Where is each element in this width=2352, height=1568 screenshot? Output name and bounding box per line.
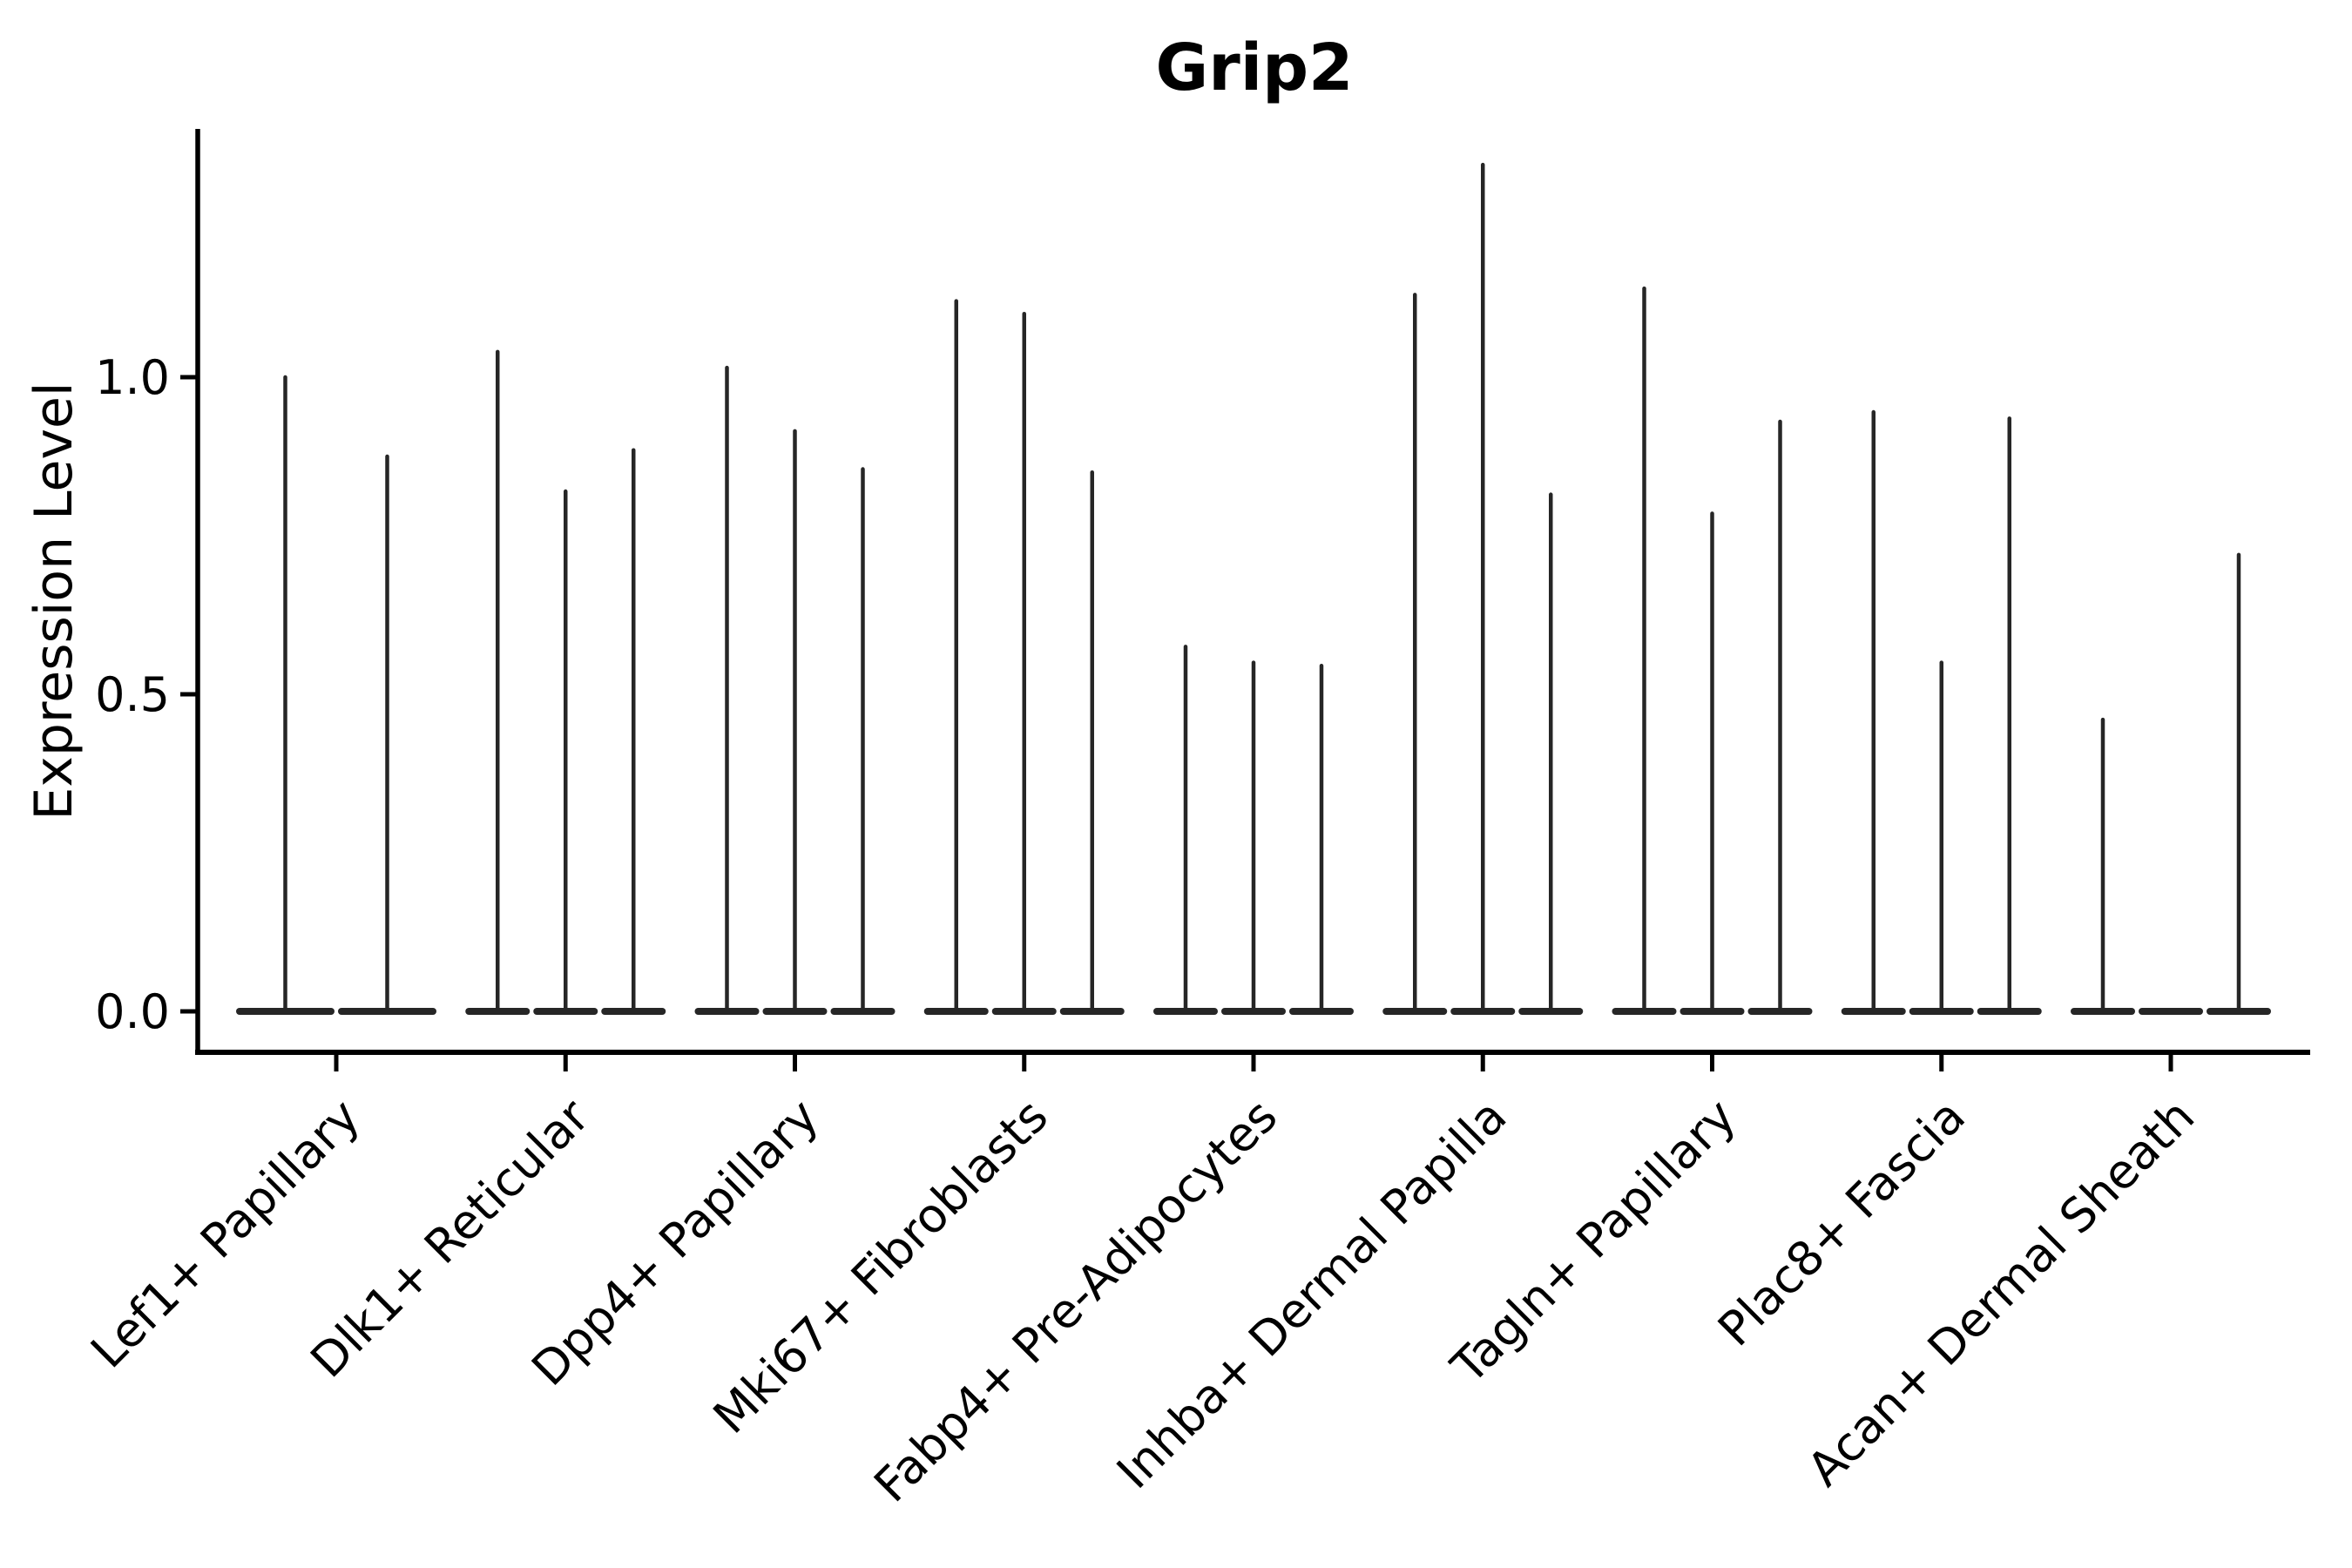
violin-body — [1977, 1008, 2042, 1015]
y-tick-label: 0.0 — [95, 984, 170, 1039]
y-tick-label: 0.5 — [95, 667, 170, 722]
violin-body — [465, 1008, 531, 1015]
violin-body — [991, 1008, 1057, 1015]
x-tick-label: Fabp4+ Pre-Adipocytes — [863, 1089, 1288, 1513]
y-tick-label: 1.0 — [95, 350, 170, 405]
violin-body — [2139, 1008, 2203, 1015]
violin-body — [1909, 1008, 1974, 1015]
violin-body — [1612, 1008, 1677, 1015]
violin-body — [694, 1008, 760, 1015]
violin-body — [1289, 1008, 1354, 1015]
violin-body — [1450, 1008, 1516, 1015]
violin-body — [2207, 1008, 2271, 1015]
x-tick-label: Plac8+ Fascia — [1707, 1089, 1976, 1357]
violin-body — [1059, 1008, 1125, 1015]
violin-body — [1221, 1008, 1286, 1015]
violin-body — [601, 1008, 666, 1015]
violin-body — [1680, 1008, 1745, 1015]
chart-title: Grip2 — [1155, 30, 1353, 105]
violin-body — [923, 1008, 989, 1015]
violin-body — [2071, 1008, 2135, 1015]
y-axis-ticks: 0.0 0.5 1.0 — [95, 350, 198, 1039]
x-tick-label: Inhba+ Dermal Papilla — [1106, 1089, 1517, 1499]
violin-body — [1841, 1008, 1906, 1015]
violin-body — [236, 1008, 335, 1015]
violin-body — [1747, 1008, 1813, 1015]
violin-body — [1382, 1008, 1448, 1015]
violin-body — [762, 1008, 828, 1015]
violin-body — [1153, 1008, 1218, 1015]
violins-layer — [236, 162, 2271, 1015]
violin-body — [533, 1008, 598, 1015]
violin-body — [338, 1008, 436, 1015]
x-tick-label: Acan+ Dermal Sheath — [1797, 1089, 2205, 1497]
violin-body — [1518, 1008, 1584, 1015]
y-axis-label: Expression Level — [24, 382, 84, 820]
violin-body — [830, 1008, 896, 1015]
